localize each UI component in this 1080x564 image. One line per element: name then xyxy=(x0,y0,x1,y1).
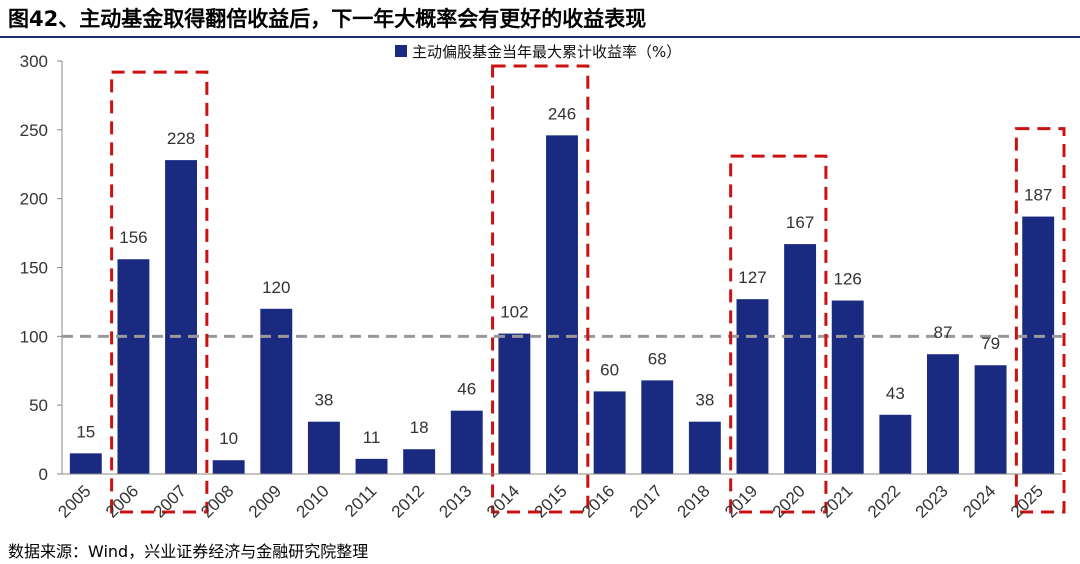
bar-2011 xyxy=(355,458,388,474)
data-label-2018: 38 xyxy=(695,391,714,410)
data-label-2017: 68 xyxy=(648,349,667,368)
data-label-2019: 127 xyxy=(738,268,766,287)
legend: 主动偏股基金当年最大累计收益率（%） xyxy=(395,43,681,61)
bar-2016 xyxy=(593,391,626,474)
bar-2020 xyxy=(784,244,817,474)
x-tick-label: 2024 xyxy=(959,481,999,521)
x-tick-label: 2017 xyxy=(626,481,666,521)
data-label-2013: 46 xyxy=(457,380,476,399)
y-tick-label: 250 xyxy=(20,121,48,140)
bar-2010 xyxy=(307,421,340,474)
data-label-2023: 87 xyxy=(933,323,952,342)
bar-2023 xyxy=(927,354,959,474)
data-label-2021: 126 xyxy=(834,270,862,289)
highlight-box-2019 xyxy=(729,154,828,514)
data-label-2016: 60 xyxy=(600,360,619,379)
y-axis: 0 50 100 150 200 250 300 xyxy=(20,52,63,484)
bar-2025 xyxy=(1022,216,1055,474)
bar-2024 xyxy=(974,365,1007,474)
bar-2021 xyxy=(831,300,864,474)
data-labels: 15 156 228 10 120 38 11 18 46 102 246 60 68 38 127 167 1… xyxy=(76,104,1052,448)
highlight-box-2014 xyxy=(491,64,590,514)
x-tick-label: 2008 xyxy=(197,481,237,521)
x-tick-label: 2023 xyxy=(912,481,952,521)
data-label-2025: 187 xyxy=(1024,186,1052,205)
data-label-2011: 11 xyxy=(363,428,381,447)
data-label-2006: 156 xyxy=(119,228,147,247)
x-tick-label: 2009 xyxy=(245,481,285,521)
y-tick-label: 100 xyxy=(20,327,48,346)
y-tick-label: 200 xyxy=(20,190,48,209)
y-tick-label: 150 xyxy=(20,259,48,278)
x-tick-label: 2014 xyxy=(483,481,523,521)
y-tick-label: 300 xyxy=(20,52,48,71)
bar-2022 xyxy=(879,414,912,474)
x-tick-label: 2005 xyxy=(54,481,94,521)
x-tick-label: 2015 xyxy=(531,481,571,521)
bar-2013 xyxy=(450,410,483,474)
bar-2008 xyxy=(212,460,245,474)
chart-title: 图42、主动基金取得翻倍收益后，下一年大概率会有更好的收益表现 xyxy=(8,7,647,31)
data-label-2007: 228 xyxy=(167,129,195,148)
data-label-2015: 246 xyxy=(548,104,576,123)
x-tick-label: 2020 xyxy=(769,481,809,521)
bars xyxy=(69,135,1055,474)
x-tick-label: 2011 xyxy=(341,481,380,520)
legend-label: 主动偏股基金当年最大累计收益率（%） xyxy=(412,43,681,61)
y-tick-label: 0 xyxy=(39,465,48,484)
highlight-box-2025 xyxy=(1014,127,1066,514)
x-tick-label: 2018 xyxy=(674,481,714,521)
data-label-2005: 15 xyxy=(76,422,95,441)
x-tick-label: 2013 xyxy=(435,481,475,521)
bar-2005 xyxy=(69,453,102,474)
data-label-2009: 120 xyxy=(262,278,290,297)
data-label-2014: 102 xyxy=(500,303,528,322)
bar-2009 xyxy=(260,308,293,474)
data-label-2022: 43 xyxy=(886,384,905,403)
bar-2014 xyxy=(498,333,531,474)
data-label-2020: 167 xyxy=(786,213,814,232)
x-tick-label: 2010 xyxy=(293,481,333,521)
x-tick-label: 2021 xyxy=(816,481,856,521)
data-label-2010: 38 xyxy=(314,391,333,410)
x-tick-label: 2019 xyxy=(721,481,761,521)
data-label-2012: 18 xyxy=(410,418,429,437)
bar-2017 xyxy=(641,380,674,474)
source-note: 数据来源：Wind，兴业证券经济与金融研究院整理 xyxy=(8,542,369,561)
x-tick-label: 2022 xyxy=(864,481,904,521)
data-label-2008: 10 xyxy=(219,429,238,448)
bar-2006 xyxy=(117,259,150,474)
bar-2007 xyxy=(165,160,197,474)
x-tick-label: 2006 xyxy=(102,481,142,521)
bar-2019 xyxy=(736,299,769,474)
x-tick-label: 2016 xyxy=(578,481,618,521)
x-tick-label: 2007 xyxy=(150,481,190,521)
legend-swatch xyxy=(395,45,407,57)
highlight-boxes xyxy=(110,64,1066,514)
bar-2015 xyxy=(546,135,578,474)
bar-2018 xyxy=(688,421,721,474)
bar-2012 xyxy=(403,449,436,474)
title-underline xyxy=(0,36,1080,38)
x-tick-label: 2025 xyxy=(1007,481,1047,521)
x-tick-label: 2012 xyxy=(388,481,428,521)
y-tick-label: 50 xyxy=(29,396,48,415)
highlight-box-2006 xyxy=(110,70,209,514)
data-label-2024: 79 xyxy=(981,334,1000,353)
